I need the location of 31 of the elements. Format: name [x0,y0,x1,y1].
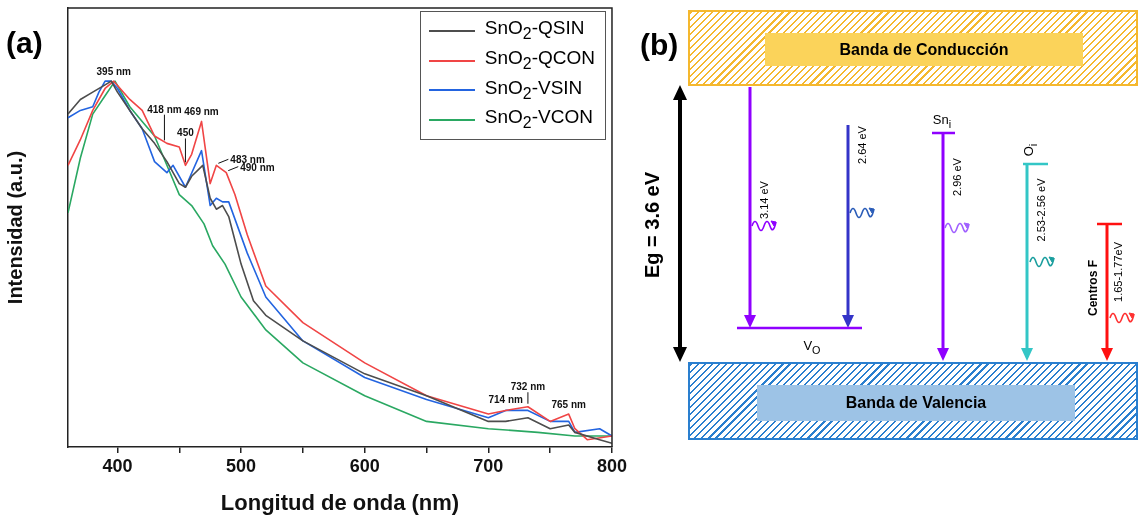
text: (b) [640,28,679,62]
x-tick-label: 800 [596,455,628,476]
chart-title: (a) [6,26,43,60]
y-axis-title: Intensidad (a.u.) [3,150,26,305]
annotation: 732 nm [510,381,546,393]
x-tick-label: 500 [226,455,257,476]
annotation: 418 nm [147,103,182,115]
text: 2.53-2.56 eV [1035,178,1047,242]
x-tick-label: 700 [473,455,504,476]
text: 3.14 eV [758,181,770,219]
text: Banda de Valencia [845,394,987,412]
text: V$_{O}$ [803,338,821,356]
annotation: 765 nm [551,399,587,411]
text: 2.96 eV [951,158,963,196]
text: 2.64 eV [856,126,868,164]
x-tick-label: 400 [102,455,133,476]
legend-label: SnO$_{2}$-VSIN [484,75,583,104]
annotation: 395 nm [96,66,132,78]
annotation: 450 [177,127,195,139]
text: Centros F [1086,259,1100,317]
text: 1.65-1.77eV [1112,242,1124,302]
annotation: 714 nm [488,394,523,406]
legend-label: SnO$_{2}$-QSIN [484,16,585,44]
legend-label: SnO$_{2}$-QCON [484,45,595,74]
x-tick-label: 600 [349,455,380,476]
annotation: 469 nm [184,106,219,118]
text: Banda de Conducción [839,41,1009,59]
x-axis-title: Longitud de onda (nm) [220,489,460,515]
text: Sn$_{i}$ [932,112,952,130]
text: Eg = 3.6 eV [640,171,664,279]
legend-label: SnO$_{2}$-VCON [484,105,593,134]
